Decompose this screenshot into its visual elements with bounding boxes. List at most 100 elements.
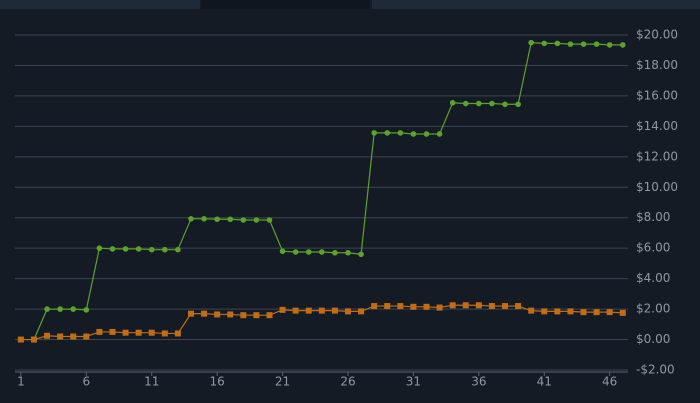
y-tick-label: $8.00 (636, 210, 670, 224)
x-tick-label: 6 (82, 375, 90, 389)
point (502, 303, 509, 310)
y-tick-label: $4.00 (636, 271, 670, 285)
point (410, 131, 417, 137)
point (122, 329, 129, 336)
x-tick-label: 41 (537, 375, 552, 389)
point (449, 302, 456, 309)
point (83, 307, 90, 313)
point (214, 311, 221, 318)
point (162, 246, 168, 253)
point (279, 248, 286, 255)
y-tick-label: $0.00 (636, 332, 670, 346)
point (541, 308, 548, 315)
point (580, 41, 587, 47)
point (489, 100, 495, 107)
point (17, 336, 24, 343)
point (593, 41, 600, 47)
point (266, 217, 273, 223)
point (109, 328, 116, 335)
y-tick-label: $20.00 (636, 28, 678, 42)
series-line (20, 41, 623, 341)
point (201, 310, 208, 317)
point (384, 303, 391, 310)
point (70, 306, 77, 312)
point (580, 309, 587, 316)
y-tick-label: $16.00 (636, 88, 678, 102)
point (371, 303, 378, 310)
point (371, 130, 377, 136)
point (135, 329, 142, 336)
point (515, 101, 521, 108)
point (57, 306, 63, 312)
point (475, 302, 482, 309)
point (187, 310, 194, 317)
point (109, 246, 116, 252)
point (423, 303, 430, 310)
point (619, 309, 626, 316)
point (279, 306, 286, 313)
tab[interactable] (0, 0, 200, 9)
point (44, 306, 50, 312)
x-tick-label: 46 (602, 375, 617, 389)
x-tick-label: 16 (210, 375, 225, 389)
point (292, 307, 299, 314)
point (161, 330, 168, 337)
point (305, 307, 312, 314)
y-tick-label: $10.00 (636, 180, 678, 194)
point (148, 329, 155, 336)
x-tick-label: 11 (144, 375, 159, 389)
point (358, 308, 365, 315)
point (148, 246, 155, 253)
point (319, 249, 325, 255)
point (57, 333, 64, 340)
point (174, 330, 181, 337)
y-tick-label: -$2.00 (636, 363, 675, 377)
point (227, 311, 234, 318)
point (345, 249, 351, 256)
point (476, 100, 482, 107)
point (96, 245, 103, 251)
x-tick-label: 21 (275, 375, 290, 389)
point (384, 130, 391, 136)
x-tick-label: 1 (17, 375, 25, 389)
y-tick-label: $14.00 (636, 119, 678, 133)
point (188, 215, 194, 222)
point (44, 332, 51, 339)
point (449, 99, 456, 106)
y-tick-label: $2.00 (636, 302, 670, 316)
y-tick-label: $6.00 (636, 241, 670, 255)
point (567, 41, 574, 47)
x-tick-label: 31 (406, 375, 421, 389)
point (606, 42, 613, 48)
point (344, 308, 351, 315)
point (593, 309, 600, 316)
point (305, 249, 312, 255)
y-tick-label: $18.00 (636, 58, 678, 72)
point (515, 303, 522, 310)
tab[interactable] (372, 0, 700, 9)
point (122, 246, 129, 252)
point (253, 217, 260, 223)
point (266, 312, 273, 319)
point (214, 216, 220, 223)
tab[interactable] (202, 0, 370, 9)
point (567, 308, 574, 315)
point (70, 333, 77, 340)
point (253, 312, 260, 319)
point (175, 246, 181, 253)
x-tick-label: 26 (340, 375, 355, 389)
point (201, 215, 207, 222)
point (462, 100, 469, 107)
point (528, 39, 534, 46)
point (240, 312, 247, 319)
point (292, 249, 299, 255)
point (358, 251, 364, 258)
point (606, 309, 613, 316)
point (410, 303, 417, 310)
point (30, 336, 37, 343)
point (331, 307, 338, 314)
point (423, 131, 430, 137)
point (436, 304, 443, 311)
point (240, 217, 247, 223)
